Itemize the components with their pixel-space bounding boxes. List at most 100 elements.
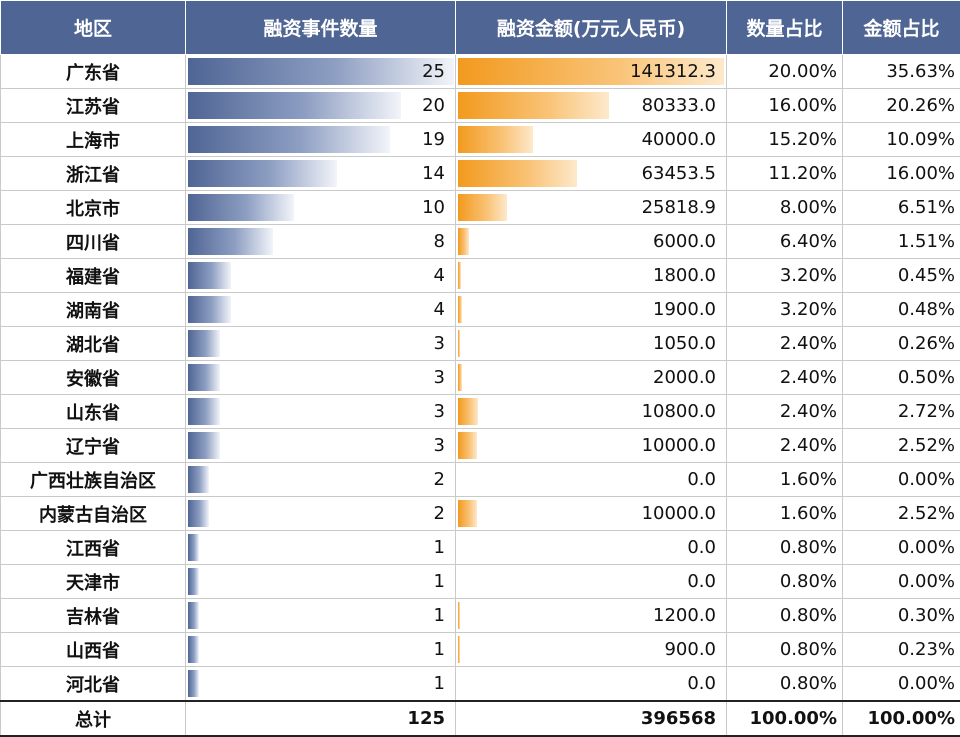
region-cell: 福建省 [1, 259, 186, 293]
count-value: 1 [434, 599, 445, 632]
amount-bar [458, 432, 477, 459]
count-value: 1 [434, 531, 445, 564]
count-value: 3 [434, 395, 445, 428]
amount-bar [458, 398, 478, 425]
count-cell: 8 [186, 225, 456, 259]
region-cell: 吉林省 [1, 599, 186, 633]
count-value: 1 [434, 633, 445, 666]
amount-share-cell: 0.48% [843, 293, 960, 327]
count-bar [188, 432, 220, 459]
count-value: 10 [422, 191, 445, 224]
amount-share-cell: 0.45% [843, 259, 960, 293]
amount-value: 1900.0 [653, 293, 716, 326]
amount-cell: 10800.0 [456, 395, 727, 429]
amount-cell: 0.0 [456, 667, 727, 702]
amount-cell: 141312.3 [456, 55, 727, 89]
count-cell: 3 [186, 327, 456, 361]
count-bar [188, 228, 273, 255]
amount-bar [458, 92, 609, 119]
count-value: 3 [434, 327, 445, 360]
count-share-cell: 2.40% [727, 361, 843, 395]
count-share-cell: 2.40% [727, 327, 843, 361]
total-amount: 396568 [456, 701, 727, 736]
count-bar [188, 330, 220, 357]
amount-bar [458, 160, 577, 187]
count-share-cell: 2.40% [727, 395, 843, 429]
count-value: 2 [434, 497, 445, 530]
count-share-cell: 3.20% [727, 259, 843, 293]
count-cell: 1 [186, 599, 456, 633]
amount-value: 1800.0 [653, 259, 716, 292]
count-share-cell: 20.00% [727, 55, 843, 89]
count-cell: 3 [186, 361, 456, 395]
amount-share-cell: 0.00% [843, 667, 960, 702]
amount-cell: 6000.0 [456, 225, 727, 259]
region-cell: 浙江省 [1, 157, 186, 191]
count-cell: 25 [186, 55, 456, 89]
count-value: 25 [422, 55, 445, 88]
total-label: 总计 [1, 701, 186, 736]
total-count-share: 100.00% [727, 701, 843, 736]
amount-value: 1200.0 [653, 599, 716, 632]
amount-value: 10800.0 [642, 395, 716, 428]
count-bar [188, 296, 231, 323]
amount-value: 40000.0 [642, 123, 716, 156]
amount-share-cell: 0.00% [843, 463, 960, 497]
amount-cell: 80333.0 [456, 89, 727, 123]
amount-cell: 40000.0 [456, 123, 727, 157]
amount-share-cell: 16.00% [843, 157, 960, 191]
count-value: 20 [422, 89, 445, 122]
count-value: 8 [434, 225, 445, 258]
total-amount-share: 100.00% [843, 701, 960, 736]
amount-value: 0.0 [687, 463, 716, 496]
region-cell: 山西省 [1, 633, 186, 667]
amount-cell: 25818.9 [456, 191, 727, 225]
amount-cell: 63453.5 [456, 157, 727, 191]
count-bar [188, 568, 199, 595]
amount-cell: 2000.0 [456, 361, 727, 395]
count-bar [188, 364, 220, 391]
count-cell: 1 [186, 667, 456, 702]
amount-cell: 0.0 [456, 565, 727, 599]
amount-share-cell: 0.00% [843, 565, 960, 599]
header-amount-share: 金额占比 [843, 1, 960, 55]
region-cell: 安徽省 [1, 361, 186, 395]
count-cell: 3 [186, 395, 456, 429]
header-count-share: 数量占比 [727, 1, 843, 55]
amount-value: 0.0 [687, 565, 716, 598]
amount-value: 141312.3 [630, 55, 716, 88]
amount-share-cell: 0.23% [843, 633, 960, 667]
total-row: 总计 125 396568 100.00% 100.00% [1, 701, 960, 736]
count-share-cell: 0.80% [727, 667, 843, 702]
amount-cell: 10000.0 [456, 429, 727, 463]
amount-value: 63453.5 [642, 157, 716, 190]
count-cell: 4 [186, 293, 456, 327]
amount-bar [458, 500, 477, 527]
amount-bar [458, 330, 460, 357]
count-value: 19 [422, 123, 445, 156]
region-cell: 湖北省 [1, 327, 186, 361]
header-row: 地区 融资事件数量 融资金额(万元人民币) 数量占比 金额占比 [1, 1, 960, 55]
region-cell: 广西壮族自治区 [1, 463, 186, 497]
count-share-cell: 2.40% [727, 429, 843, 463]
count-share-cell: 6.40% [727, 225, 843, 259]
amount-value: 0.0 [687, 531, 716, 564]
count-cell: 1 [186, 565, 456, 599]
region-cell: 辽宁省 [1, 429, 186, 463]
amount-share-cell: 35.63% [843, 55, 960, 89]
amount-value: 0.0 [687, 667, 716, 700]
region-cell: 湖南省 [1, 293, 186, 327]
amount-bar [458, 126, 533, 153]
count-share-cell: 11.20% [727, 157, 843, 191]
amount-value: 10000.0 [642, 497, 716, 530]
count-share-cell: 0.80% [727, 531, 843, 565]
count-cell: 20 [186, 89, 456, 123]
